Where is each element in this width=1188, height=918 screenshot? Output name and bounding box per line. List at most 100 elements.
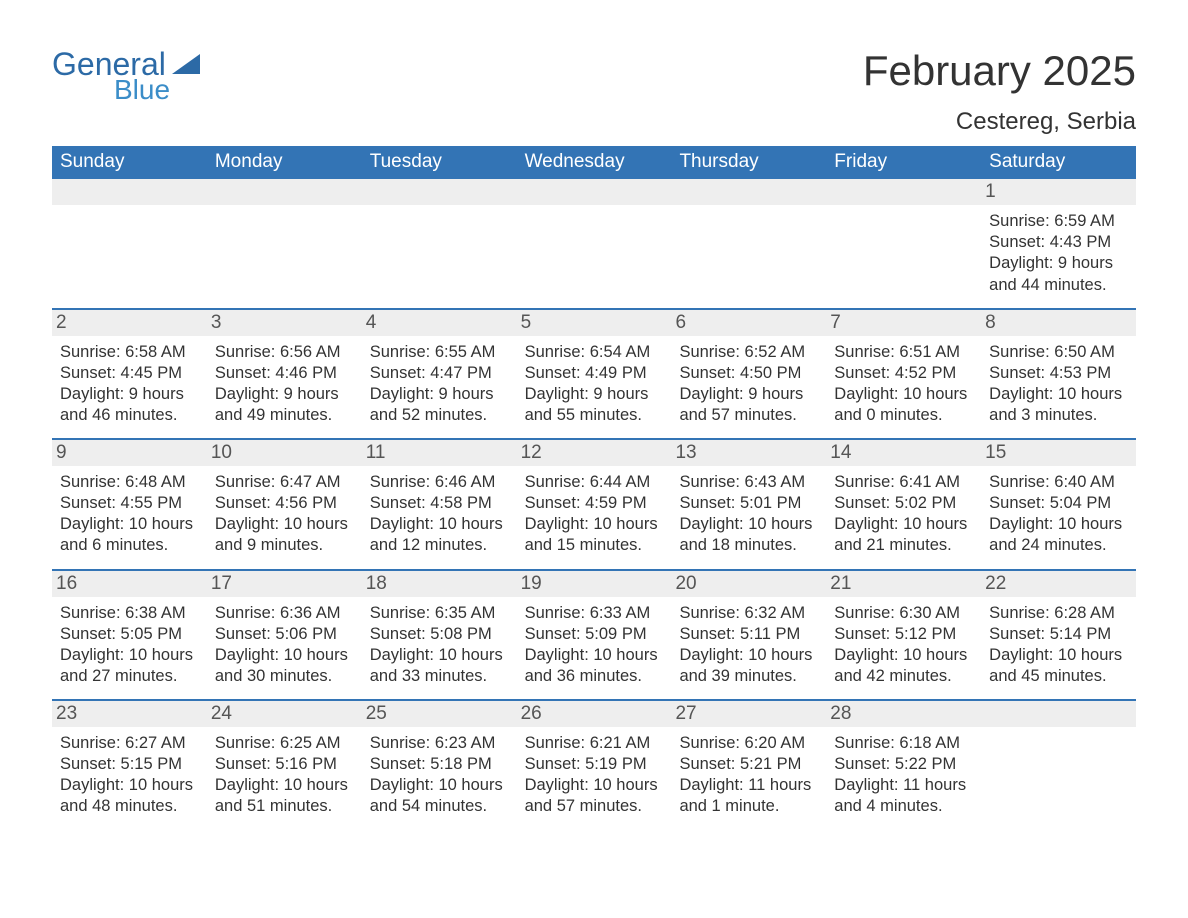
day-number: 26	[517, 701, 672, 727]
sunrise-text: Sunrise: 6:32 AM	[679, 603, 820, 624]
day-number: 23	[52, 701, 207, 727]
sunset-text: Sunset: 4:47 PM	[370, 363, 511, 384]
daylight-text: Daylight: 10 hours and 0 minutes.	[834, 384, 975, 426]
daylight-text: Daylight: 10 hours and 51 minutes.	[215, 775, 356, 817]
day-number: 17	[207, 571, 362, 597]
daylight-text: Daylight: 10 hours and 30 minutes.	[215, 645, 356, 687]
day-cell: 11 Sunrise: 6:46 AMSunset: 4:58 PMDayligh…	[362, 440, 517, 568]
day-cell: 2Sunrise: 6:58 AMSunset: 4:45 PMDaylight…	[52, 310, 207, 438]
sunrise-text: Sunrise: 6:23 AM	[370, 733, 511, 754]
daylight-text: Daylight: 10 hours and 42 minutes.	[834, 645, 975, 687]
day-number: 16	[52, 571, 207, 597]
day-number	[207, 179, 362, 205]
daylight-text: Daylight: 9 hours and 46 minutes.	[60, 384, 201, 426]
sunset-text: Sunset: 5:12 PM	[834, 624, 975, 645]
day-body: Sunrise: 6:28 AMSunset: 5:14 PMDaylight:…	[987, 603, 1130, 687]
sunrise-text: Sunrise: 6:40 AM	[989, 472, 1130, 493]
day-cell	[362, 179, 517, 307]
daylight-text: Daylight: 10 hours and 18 minutes.	[679, 514, 820, 556]
day-cell	[981, 701, 1136, 829]
day-cell: 26 Sunrise: 6:21 AMSunset: 5:19 PMDayligh…	[517, 701, 672, 829]
day-body: Sunrise: 6:54 AMSunset: 4:49 PMDaylight:…	[523, 342, 666, 426]
daylight-text: Daylight: 10 hours and 12 minutes.	[370, 514, 511, 556]
day-cell: 14Sunrise: 6:41 AMSunset: 5:02 PMDayligh…	[826, 440, 981, 568]
sunset-text: Sunset: 5:19 PM	[525, 754, 666, 775]
daylight-text: Daylight: 10 hours and 54 minutes.	[370, 775, 511, 817]
daylight-text: Daylight: 10 hours and 33 minutes.	[370, 645, 511, 687]
day-body: Sunrise: 6:52 AMSunset: 4:50 PMDaylight:…	[677, 342, 820, 426]
sunrise-text: Sunrise: 6:48 AM	[60, 472, 201, 493]
day-number: 19	[517, 571, 672, 597]
day-cell: 25Sunrise: 6:23 AMSunset: 5:18 PMDayligh…	[362, 701, 517, 829]
sunset-text: Sunset: 4:56 PM	[215, 493, 356, 514]
weekday-header: Wednesday	[517, 146, 672, 179]
day-body: Sunrise: 6:21 AMSunset: 5:19 PMDaylight:…	[523, 733, 666, 817]
day-number: 21	[826, 571, 981, 597]
day-body: Sunrise: 6:30 AMSunset: 5:12 PMDaylight:…	[832, 603, 975, 687]
weekday-header: Friday	[826, 146, 981, 179]
weekday-header-row: Sunday Monday Tuesday Wednesday Thursday…	[52, 146, 1136, 179]
sunrise-text: Sunrise: 6:21 AM	[525, 733, 666, 754]
day-body: Sunrise: 6:50 AMSunset: 4:53 PMDaylight:…	[987, 342, 1130, 426]
sunset-text: Sunset: 4:59 PM	[525, 493, 666, 514]
day-cell: 20Sunrise: 6:32 AMSunset: 5:11 PMDayligh…	[671, 571, 826, 699]
sunrise-text: Sunrise: 6:54 AM	[525, 342, 666, 363]
day-body: Sunrise: 6:41 AMSunset: 5:02 PMDaylight:…	[832, 472, 975, 556]
day-body: Sunrise: 6:44 AMSunset: 4:59 PMDaylight:…	[523, 472, 666, 556]
week-row: 23 Sunrise: 6:27 AMSunset: 5:15 PMDayligh…	[52, 699, 1136, 829]
day-cell: 1Sunrise: 6:59 AMSunset: 4:43 PMDaylight…	[981, 179, 1136, 307]
sunrise-text: Sunrise: 6:25 AM	[215, 733, 356, 754]
sunrise-text: Sunrise: 6:44 AM	[525, 472, 666, 493]
day-cell: 7Sunrise: 6:51 AMSunset: 4:52 PMDaylight…	[826, 310, 981, 438]
sunset-text: Sunset: 5:21 PM	[679, 754, 820, 775]
day-cell: 9Sunrise: 6:48 AMSunset: 4:55 PMDaylight…	[52, 440, 207, 568]
day-number: 5	[517, 310, 672, 336]
sunrise-text: Sunrise: 6:58 AM	[60, 342, 201, 363]
daylight-text: Daylight: 10 hours and 21 minutes.	[834, 514, 975, 556]
day-number	[362, 179, 517, 205]
day-cell: 3Sunrise: 6:56 AMSunset: 4:46 PMDaylight…	[207, 310, 362, 438]
day-body: Sunrise: 6:27 AMSunset: 5:15 PMDaylight:…	[58, 733, 201, 817]
daylight-text: Daylight: 10 hours and 39 minutes.	[679, 645, 820, 687]
daylight-text: Daylight: 10 hours and 27 minutes.	[60, 645, 201, 687]
sunrise-text: Sunrise: 6:46 AM	[370, 472, 511, 493]
sunset-text: Sunset: 5:01 PM	[679, 493, 820, 514]
day-cell: 23 Sunrise: 6:27 AMSunset: 5:15 PMDayligh…	[52, 701, 207, 829]
day-cell	[826, 179, 981, 307]
day-number: 11	[362, 440, 517, 466]
sunrise-text: Sunrise: 6:50 AM	[989, 342, 1130, 363]
day-cell: 21 Sunrise: 6:30 AMSunset: 5:12 PMDayligh…	[826, 571, 981, 699]
sunrise-text: Sunrise: 6:20 AM	[679, 733, 820, 754]
day-cell	[207, 179, 362, 307]
day-body: Sunrise: 6:36 AMSunset: 5:06 PMDaylight:…	[213, 603, 356, 687]
day-body: Sunrise: 6:59 AMSunset: 4:43 PMDaylight:…	[987, 211, 1130, 295]
day-cell: 15Sunrise: 6:40 AMSunset: 5:04 PMDayligh…	[981, 440, 1136, 568]
calendar-page: General Blue February 2025 Cestereg, Ser…	[0, 0, 1188, 889]
day-number: 9	[52, 440, 207, 466]
day-number	[52, 179, 207, 205]
weekday-header: Thursday	[671, 146, 826, 179]
title-block: February 2025 Cestereg, Serbia	[863, 48, 1136, 136]
daylight-text: Daylight: 10 hours and 57 minutes.	[525, 775, 666, 817]
daylight-text: Daylight: 9 hours and 55 minutes.	[525, 384, 666, 426]
day-number: 15	[981, 440, 1136, 466]
day-cell: 17 Sunrise: 6:36 AMSunset: 5:06 PMDayligh…	[207, 571, 362, 699]
sunset-text: Sunset: 4:43 PM	[989, 232, 1130, 253]
sunset-text: Sunset: 4:58 PM	[370, 493, 511, 514]
day-cell: 6Sunrise: 6:52 AMSunset: 4:50 PMDaylight…	[671, 310, 826, 438]
week-row: 9Sunrise: 6:48 AMSunset: 4:55 PMDaylight…	[52, 438, 1136, 568]
sunrise-text: Sunrise: 6:52 AM	[679, 342, 820, 363]
day-body: Sunrise: 6:20 AMSunset: 5:21 PMDaylight:…	[677, 733, 820, 817]
sunset-text: Sunset: 5:05 PM	[60, 624, 201, 645]
sunrise-text: Sunrise: 6:59 AM	[989, 211, 1130, 232]
day-body: Sunrise: 6:18 AMSunset: 5:22 PMDaylight:…	[832, 733, 975, 817]
daylight-text: Daylight: 10 hours and 45 minutes.	[989, 645, 1130, 687]
sunrise-text: Sunrise: 6:36 AM	[215, 603, 356, 624]
daylight-text: Daylight: 9 hours and 52 minutes.	[370, 384, 511, 426]
day-number: 7	[826, 310, 981, 336]
day-cell	[517, 179, 672, 307]
day-cell: 16Sunrise: 6:38 AMSunset: 5:05 PMDayligh…	[52, 571, 207, 699]
day-cell: 22Sunrise: 6:28 AMSunset: 5:14 PMDayligh…	[981, 571, 1136, 699]
location-label: Cestereg, Serbia	[863, 108, 1136, 136]
day-number: 20	[671, 571, 826, 597]
